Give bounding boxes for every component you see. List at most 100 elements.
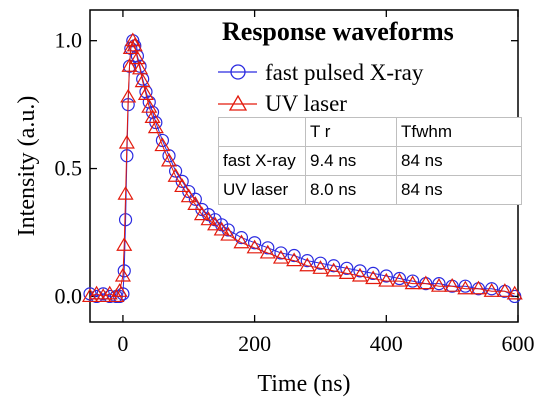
data-point — [272, 249, 289, 264]
data-point — [234, 231, 249, 245]
data-point — [136, 72, 150, 86]
data-point — [483, 283, 500, 297]
legend-marker-triangle-icon — [228, 94, 248, 111]
x-tick-label: 600 — [502, 331, 535, 356]
data-point — [338, 265, 355, 280]
table-header-row: T r Tfwhm — [218, 117, 522, 147]
table-cell: 84 ns — [396, 175, 522, 205]
legend-label-xray: fast pulsed X-ray — [265, 60, 424, 85]
data-point — [299, 257, 316, 272]
data-point — [351, 267, 369, 282]
data-point — [160, 152, 178, 167]
timing-table: T r Tfwhm fast X-ray 9.4 ns 84 ns UV las… — [218, 117, 522, 205]
series-uv — [81, 32, 523, 303]
data-point — [286, 252, 303, 267]
data-point — [139, 85, 153, 99]
data-point — [404, 275, 421, 290]
table-row: fast X-ray 9.4 ns 84 ns — [218, 146, 522, 176]
data-point — [506, 285, 523, 300]
legend-label-uv: UV laser — [265, 91, 347, 116]
data-point — [120, 88, 137, 103]
data-point — [126, 37, 143, 52]
x-tick-label: 200 — [238, 331, 271, 356]
data-point — [147, 119, 164, 134]
data-point — [327, 259, 341, 273]
data-point — [365, 270, 382, 285]
data-point — [213, 221, 230, 236]
data-point — [432, 277, 446, 291]
data-point — [101, 285, 118, 300]
data-point — [154, 137, 171, 152]
data-point — [114, 267, 131, 282]
data-point — [340, 261, 354, 275]
x-tick-label: 400 — [370, 331, 403, 356]
data-point — [248, 236, 262, 250]
data-point — [180, 188, 197, 203]
data-point — [274, 246, 288, 260]
table-cell: 8.0 ns — [305, 175, 397, 205]
table-row: UV laser 8.0 ns 84 ns — [218, 175, 522, 205]
data-point — [88, 285, 105, 300]
data-point — [470, 280, 487, 295]
data-point — [457, 280, 474, 295]
data-point — [111, 283, 128, 297]
data-point — [81, 288, 99, 303]
data-point — [261, 241, 275, 255]
data-point — [485, 282, 499, 296]
x-axis-label: Time (ns) — [257, 371, 350, 397]
data-point — [259, 244, 276, 259]
x-tick-label: 0 — [117, 331, 128, 356]
data-point — [378, 272, 395, 287]
table-cell: fast X-ray — [218, 146, 306, 176]
data-point — [193, 206, 210, 221]
data-point — [233, 234, 250, 249]
data-point — [134, 73, 151, 88]
y-tick-label: 0.0 — [55, 283, 83, 308]
data-point — [118, 134, 135, 149]
data-point — [124, 32, 141, 47]
data-point — [246, 239, 263, 254]
y-tick-label: 0.5 — [55, 156, 83, 181]
data-point — [379, 269, 393, 283]
data-point — [116, 237, 133, 251]
data-point — [312, 260, 329, 274]
data-point — [391, 272, 408, 287]
data-point — [325, 262, 342, 277]
data-point — [458, 279, 472, 293]
data-point — [131, 60, 149, 75]
data-point — [220, 226, 237, 241]
data-point — [174, 178, 191, 193]
axes: 0 200 400 600 0.0 0.5 1.0 — [55, 10, 535, 356]
table-cell: 9.4 ns — [305, 146, 397, 176]
data-point — [207, 216, 224, 231]
y-axis-label: Intensity (a.u.) — [14, 96, 40, 237]
legend-title: Response waveforms — [222, 17, 454, 46]
data-point — [129, 50, 146, 65]
data-point — [353, 264, 367, 278]
table-header-fwhm: Tfwhm — [396, 117, 522, 147]
table-cell — [218, 117, 306, 147]
data-point — [366, 266, 380, 281]
data-point — [141, 98, 158, 113]
legend-marker-circle-icon — [230, 64, 246, 80]
data-point — [95, 288, 112, 303]
data-point — [117, 264, 131, 278]
series-line — [89, 39, 515, 298]
data-point — [417, 275, 434, 290]
data-point — [117, 185, 134, 200]
data-point — [430, 278, 448, 292]
data-point — [130, 49, 145, 63]
data-point — [392, 271, 407, 286]
legend-entry-xray: fast pulsed X-ray — [218, 60, 424, 85]
data-point — [200, 211, 217, 226]
data-point — [122, 40, 139, 54]
table-header-rise-time: T r — [305, 117, 397, 147]
table-cell: 84 ns — [396, 146, 522, 176]
data-point — [121, 58, 138, 72]
data-point — [444, 278, 461, 292]
data-point — [167, 168, 184, 182]
data-point — [187, 196, 204, 210]
data-point — [496, 283, 513, 297]
data-point — [144, 109, 161, 124]
